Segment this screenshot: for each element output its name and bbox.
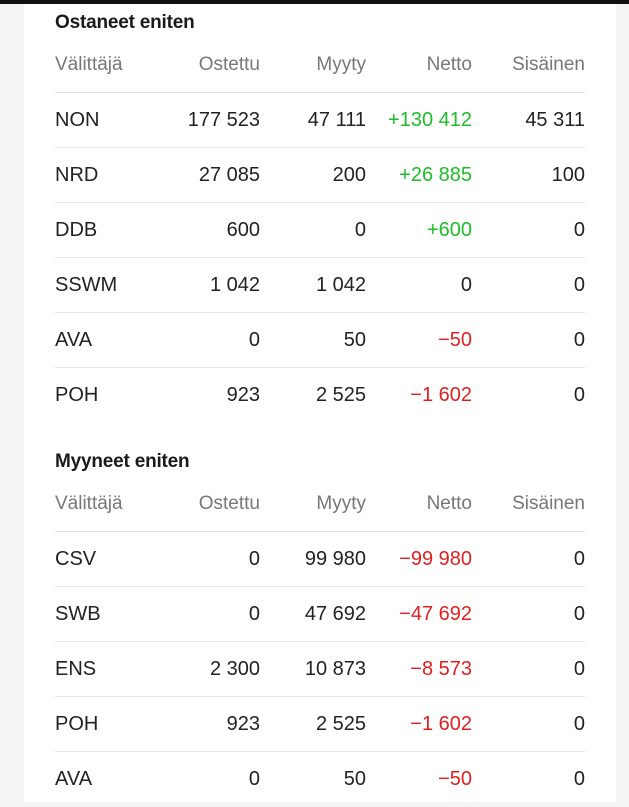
sold-cell: 1 042 (315, 274, 366, 296)
net-cell: −50 (438, 329, 472, 351)
bought-cell: 0 (248, 548, 260, 570)
internal-cell: 0 (573, 768, 585, 790)
broker-cell: AVA (55, 768, 93, 790)
broker-cell: NRD (55, 164, 99, 186)
sold-cell: 0 (354, 219, 366, 241)
broker-cell: SSWM (55, 274, 118, 296)
table-header: Välittäjä Ostettu Myyty Netto Sisäinen (55, 36, 585, 93)
table-row: DDB 600 0 +600 0 (55, 203, 585, 258)
top-buyers-title: Ostaneet eniten (55, 12, 195, 33)
column-header-broker: Välittäjä (55, 54, 123, 75)
internal-cell: 0 (573, 329, 585, 351)
sold-cell: 10 873 (304, 658, 366, 680)
bought-cell: 0 (248, 603, 260, 625)
bought-cell: 2 300 (209, 658, 260, 680)
internal-cell: 0 (573, 274, 585, 296)
sold-cell: 99 980 (304, 548, 366, 570)
net-cell: +26 885 (399, 164, 472, 186)
internal-cell: 0 (573, 219, 585, 241)
table-row: NON 177 523 47 111 +130 412 45 311 (55, 93, 585, 148)
sold-cell: 50 (343, 768, 366, 790)
net-cell: +130 412 (388, 109, 472, 131)
column-header-sold: Myyty (316, 54, 366, 75)
internal-cell: 0 (573, 548, 585, 570)
top-buyers-section: Ostaneet eniten Välittäjä Ostettu Myyty … (55, 10, 585, 423)
column-header-net: Netto (426, 54, 472, 75)
column-header-broker: Välittäjä (55, 493, 123, 514)
table-row: POH 923 2 525 −1 602 0 (55, 697, 585, 752)
sold-cell: 50 (343, 329, 366, 351)
broker-panel: Ostaneet eniten Välittäjä Ostettu Myyty … (24, 4, 616, 802)
net-cell: −8 573 (410, 658, 472, 680)
bought-cell: 27 085 (198, 164, 260, 186)
column-header-bought: Ostettu (198, 54, 260, 75)
bought-cell: 600 (226, 219, 260, 241)
broker-cell: POH (55, 384, 99, 406)
internal-cell: 45 311 (525, 109, 585, 131)
column-header-bought: Ostettu (198, 493, 260, 514)
top-sellers-section: Myyneet eniten Välittäjä Ostettu Myyty N… (55, 449, 585, 807)
net-cell: −1 602 (410, 384, 472, 406)
broker-cell: CSV (55, 548, 97, 570)
table-row: NRD 27 085 200 +26 885 100 (55, 148, 585, 203)
table-row: AVA 0 50 −50 0 (55, 313, 585, 368)
internal-cell: 0 (573, 384, 585, 406)
net-cell: −1 602 (410, 713, 472, 735)
bought-cell: 923 (226, 713, 260, 735)
bought-cell: 0 (248, 329, 260, 351)
internal-cell: 0 (573, 658, 585, 680)
sold-cell: 47 692 (304, 603, 366, 625)
sold-cell: 2 525 (315, 713, 366, 735)
column-header-internal: Sisäinen (512, 493, 585, 514)
broker-cell: ENS (55, 658, 97, 680)
top-sellers-title: Myyneet eniten (55, 451, 190, 472)
broker-cell: DDB (55, 219, 98, 241)
table-row: CSV 0 99 980 −99 980 0 (55, 532, 585, 587)
net-cell: −50 (438, 768, 472, 790)
broker-cell: NON (55, 109, 100, 131)
table-row: AVA 0 50 −50 0 (55, 752, 585, 807)
bought-cell: 0 (248, 768, 260, 790)
table-row: POH 923 2 525 −1 602 0 (55, 368, 585, 423)
bought-cell: 923 (226, 384, 260, 406)
column-header-internal: Sisäinen (512, 54, 585, 75)
internal-cell: 0 (573, 603, 585, 625)
bought-cell: 177 523 (187, 109, 260, 131)
sold-cell: 47 111 (307, 109, 366, 131)
broker-cell: SWB (55, 603, 101, 625)
internal-cell: 100 (551, 164, 585, 186)
internal-cell: 0 (573, 713, 585, 735)
column-header-net: Netto (426, 493, 472, 514)
table-row: ENS 2 300 10 873 −8 573 0 (55, 642, 585, 697)
broker-cell: AVA (55, 329, 93, 351)
net-cell: +600 (426, 219, 472, 241)
sold-cell: 200 (332, 164, 366, 186)
top-bar (0, 0, 629, 4)
table-row: SWB 0 47 692 −47 692 0 (55, 587, 585, 642)
table-header: Välittäjä Ostettu Myyty Netto Sisäinen (55, 475, 585, 532)
broker-cell: POH (55, 713, 99, 735)
net-cell: −99 980 (399, 548, 472, 570)
net-cell: 0 (460, 274, 472, 296)
sold-cell: 2 525 (315, 384, 366, 406)
net-cell: −47 692 (399, 603, 472, 625)
table-row: SSWM 1 042 1 042 0 0 (55, 258, 585, 313)
column-header-sold: Myyty (316, 493, 366, 514)
bought-cell: 1 042 (209, 274, 260, 296)
